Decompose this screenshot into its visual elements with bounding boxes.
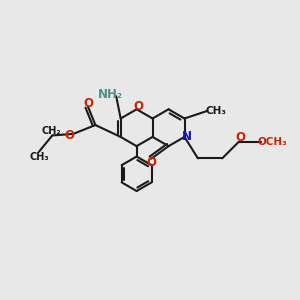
Text: N: N <box>182 130 192 143</box>
Text: OCH₃: OCH₃ <box>257 137 287 147</box>
Text: O: O <box>133 100 143 113</box>
Text: O: O <box>146 156 156 169</box>
Text: CH₂: CH₂ <box>41 126 61 136</box>
Text: O: O <box>64 129 74 142</box>
Text: CH₃: CH₃ <box>206 106 227 116</box>
Text: CH₃: CH₃ <box>29 152 49 161</box>
Text: NH₂: NH₂ <box>98 88 123 101</box>
Text: O: O <box>235 131 245 144</box>
Text: O: O <box>83 97 93 110</box>
